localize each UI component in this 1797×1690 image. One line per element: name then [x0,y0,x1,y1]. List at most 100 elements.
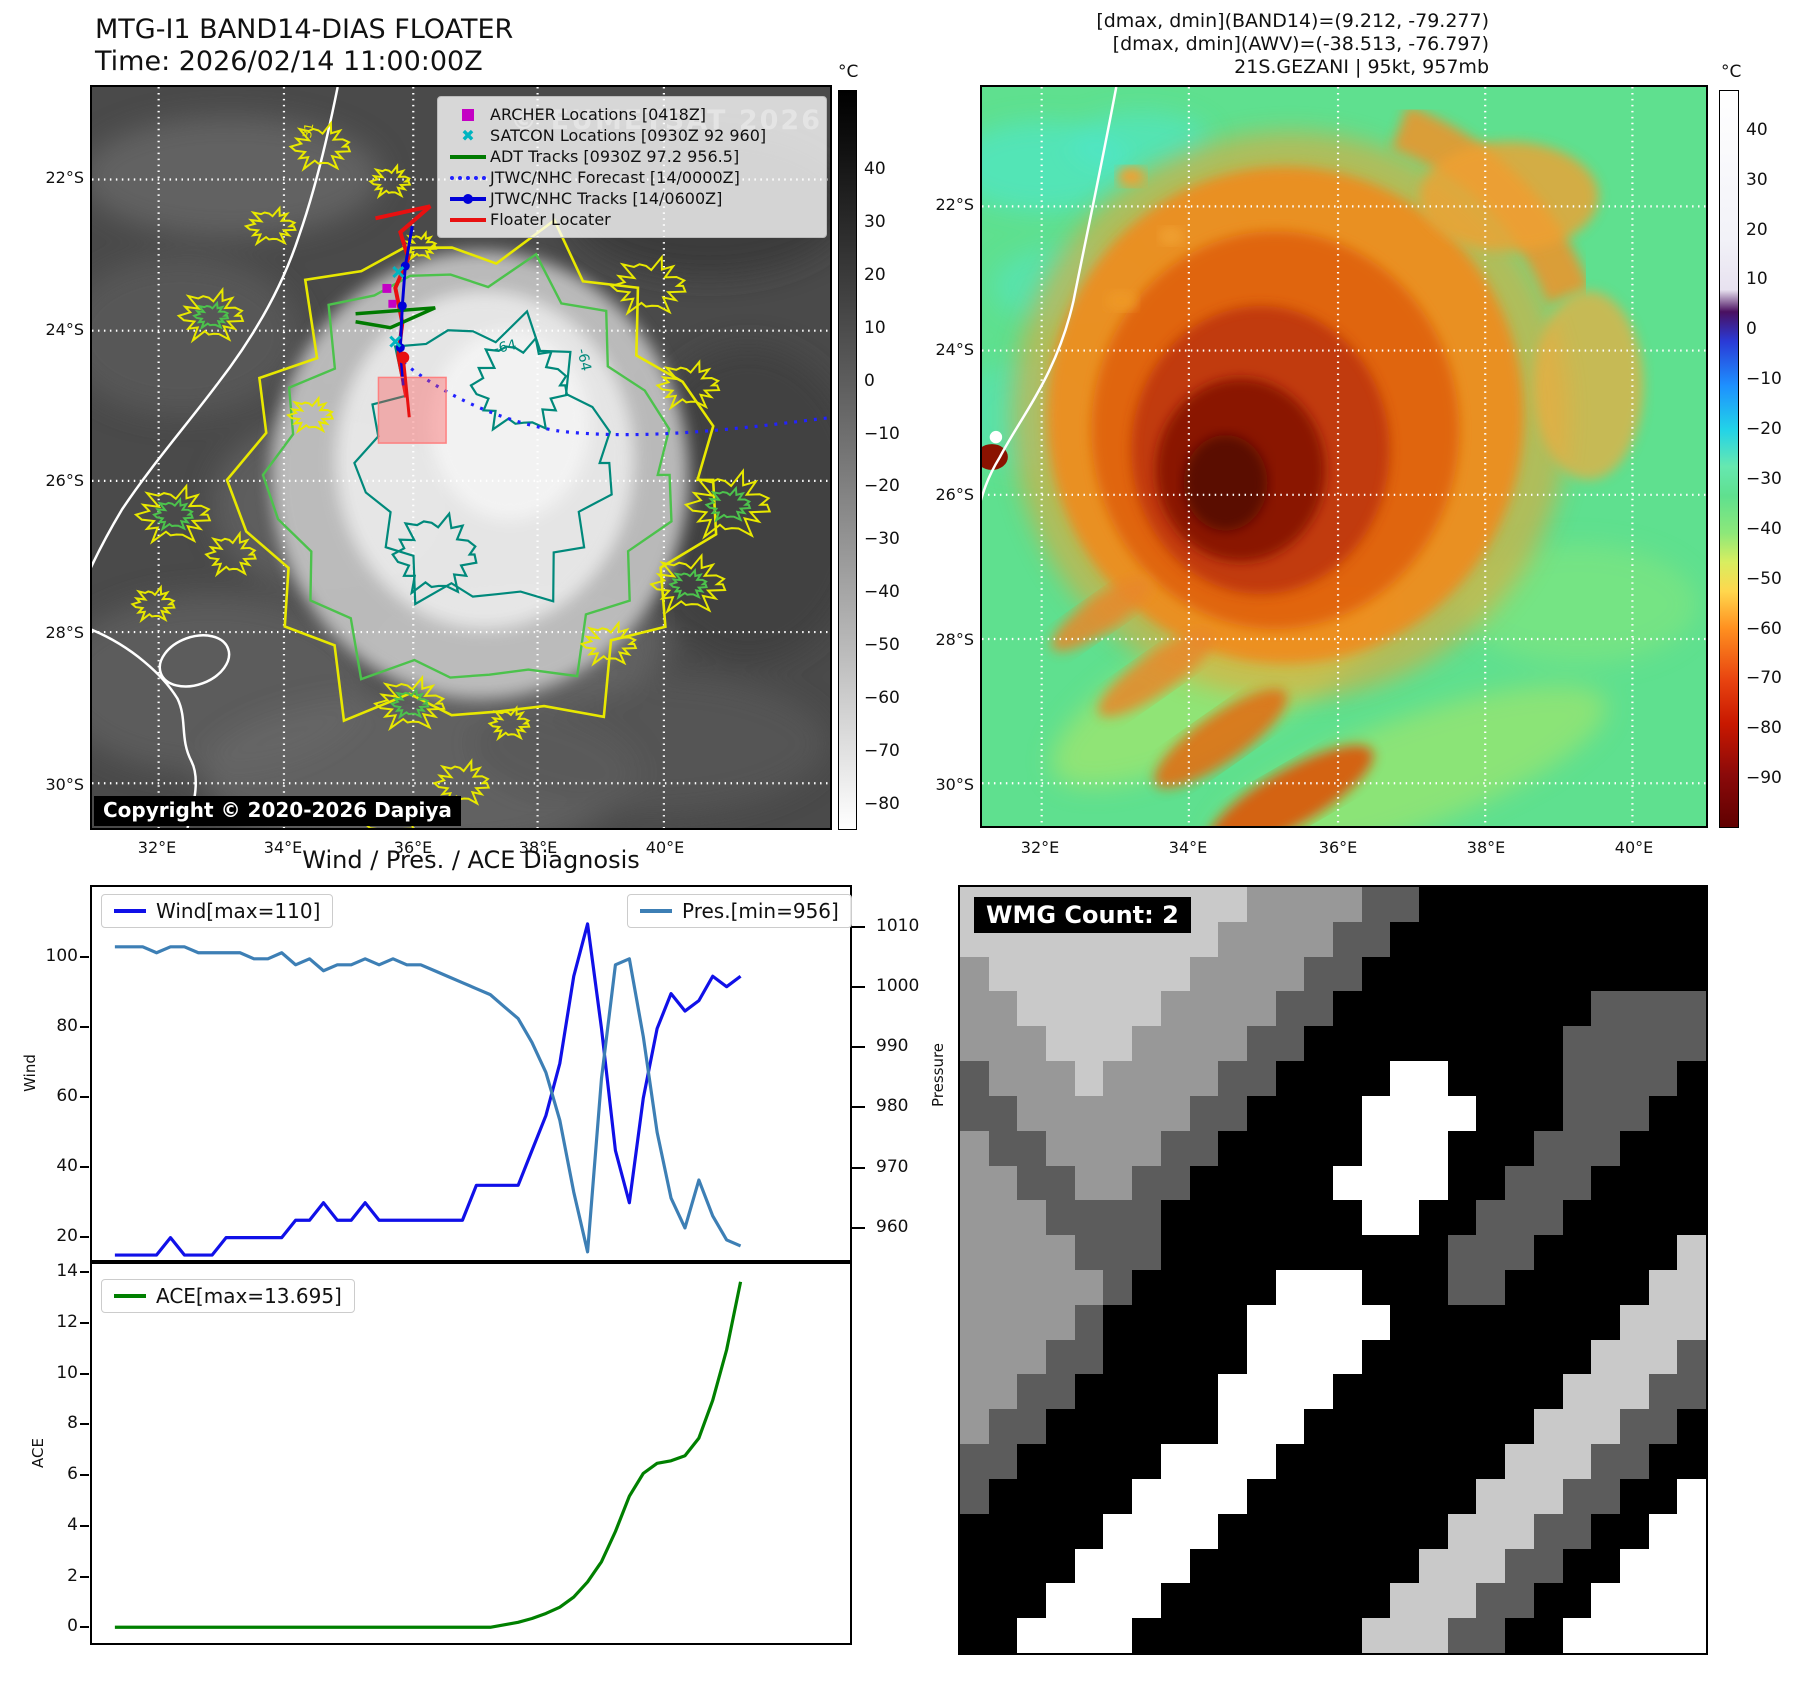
wmg-cell [960,956,989,992]
wmg-cell [1390,887,1420,922]
wmg-cell [1333,1304,1362,1340]
lon-tick-label: 34°E [263,838,303,857]
wmg-cell [1390,1095,1420,1131]
wmg-cell [1333,1374,1362,1410]
wmg-cell [1677,1165,1706,1201]
wmg-cell [1275,1095,1305,1131]
ace-chart [90,1262,852,1645]
wmg-cell [1218,1583,1247,1619]
wmg-cell [1304,1339,1333,1375]
wmg-cell [1218,1061,1247,1096]
wmg-cell [1017,1304,1047,1340]
wmg-cell [1677,1061,1706,1096]
wmg-cell [1476,1130,1506,1166]
wmg-cell [1246,921,1276,957]
wmg-cell [1275,1165,1305,1201]
wmg-cell [1419,1618,1448,1653]
wmg-cell [1505,1513,1534,1549]
header-stats: [dmax, dmin](BAND14)=(9.212, -79.277) [d… [889,10,1489,79]
wmg-cell [1074,1269,1104,1305]
wmg-cell [1218,1165,1247,1201]
wmg-cell [1390,1548,1420,1584]
wmg-cell [1189,1374,1219,1410]
wmg-cell [1361,1374,1391,1410]
page-title: MTG-I1 BAND14-DIAS FLOATER [95,14,514,45]
wmg-cell [1533,1548,1563,1584]
wmg-cell [1017,1583,1047,1619]
wmg-cell [1505,1374,1534,1410]
wmg-cell [1304,1061,1333,1096]
lat-tick-label: 28°S [935,630,974,649]
wmg-cell [1046,1061,1075,1096]
lon-tick-label: 40°E [645,838,685,857]
wmg-cell [1189,1061,1219,1096]
legend-item-label: JTWC/NHC Tracks [14/0600Z] [490,189,723,208]
wmg-cell [1476,887,1506,922]
wmg-cell [1046,1304,1075,1340]
wmg-cell [1074,956,1104,992]
wmg-cell [1218,1200,1247,1236]
lat-tick-label: 24°S [45,320,84,339]
wmg-cell [1333,1548,1362,1584]
axis-tick-mark [80,956,89,959]
axis-tick-label: 8 [67,1413,78,1434]
wmg-cell [960,1165,989,1201]
wmg-cell [1333,1478,1362,1514]
axis-tick-label: 20 [56,1226,78,1247]
wmg-cell [1074,1339,1104,1375]
wmg-cell [1074,1200,1104,1236]
wmg-cell [1648,1444,1678,1479]
wmg-cell [1046,1548,1075,1584]
wmg-cell [1447,887,1477,922]
wmg-cell [1246,1339,1276,1375]
line-legend-marker [446,154,490,159]
axis-tick-mark [80,1372,89,1375]
wmg-cell [1591,1583,1620,1619]
coastal-hot-spot [982,444,1008,470]
axis-tick-mark [80,1474,89,1477]
wmg-cell [1189,1026,1219,1062]
pressure-axis-label: Pressure [929,1042,947,1108]
wmg-cell [1074,1618,1104,1653]
wmg-cell [1304,1478,1333,1514]
wmg-cell [1304,1513,1333,1549]
coastline [982,87,1118,501]
wmg-cell [1677,1513,1706,1549]
wmg-cell [1046,1235,1075,1270]
wmg-cell [960,1026,989,1062]
wmg-cell [1132,1548,1161,1584]
wmg-cell [1648,1165,1678,1201]
wmg-cell [1505,1618,1534,1653]
wmg-cell [1160,1235,1190,1270]
wmg-cell [1246,1130,1276,1166]
wmg-cell [1648,1130,1678,1166]
wmg-cell [1591,1478,1620,1514]
wmg-cell [1505,1200,1534,1236]
contour-label: 31 [300,122,316,139]
wmg-cell [1677,1200,1706,1236]
wmg-cell [1562,991,1592,1027]
wmg-cell [1189,1583,1219,1619]
wmg-cell [1648,1583,1678,1619]
wmg-cell [1533,1513,1563,1549]
wmg-cell [1390,921,1420,957]
lat-tick-label: 30°S [45,775,84,794]
wmg-cell [1533,991,1563,1027]
wmg-cell [1476,1513,1506,1549]
wmg-cell [1218,921,1247,957]
wmg-cell [1476,1339,1506,1375]
wmg-cell [1017,956,1047,992]
wmg-cell [1074,1061,1104,1096]
ACE[max=13.695]-line [114,1281,743,1629]
wmg-cell [1447,1478,1477,1514]
wmg-cell [1132,1478,1161,1514]
wmg-cell [1275,1374,1305,1410]
wmg-cell [1246,1095,1276,1131]
wmg-cell [1419,1444,1448,1479]
wmg-cell [1132,1235,1161,1270]
wmg-cell [1046,1513,1075,1549]
wmg-cell [1074,1548,1104,1584]
legend-item: Floater Locater [446,209,816,230]
wmg-cell [988,1618,1018,1653]
wmg-cell [1533,1165,1563,1201]
